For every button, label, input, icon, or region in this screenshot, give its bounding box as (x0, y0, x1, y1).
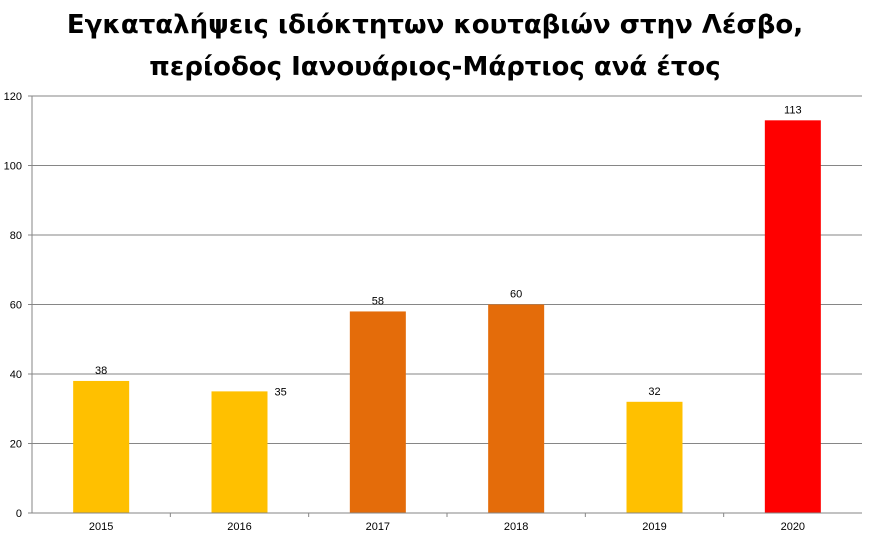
x-tick-label-2015: 2015 (89, 521, 113, 533)
data-label-2016: 35 (275, 386, 287, 398)
y-tick-label: 80 (10, 230, 22, 242)
chart-title: Εγκαταλήψεις ιδιόκτητων κουταβιών στην Λ… (0, 4, 870, 88)
data-label-2020: 113 (784, 104, 802, 116)
y-tick-label: 0 (16, 508, 22, 520)
x-tick-label-2017: 2017 (366, 521, 390, 533)
y-tick-label: 60 (10, 300, 22, 312)
x-tick-label-2020: 2020 (781, 521, 805, 533)
data-labels: 38 35 58 60 32 113 (95, 104, 802, 398)
bars (73, 120, 821, 513)
x-tick-label-2016: 2016 (227, 521, 251, 533)
data-label-2015: 38 (95, 365, 107, 377)
data-label-2019: 32 (648, 386, 660, 398)
chart-title-line-2: περίοδος Ιανουάριος-Μάρτιος ανά έτος (149, 52, 721, 82)
bar-2017 (349, 311, 406, 513)
x-tick-label-2018: 2018 (504, 521, 528, 533)
data-label-2018: 60 (510, 289, 522, 301)
data-label-2017: 58 (372, 295, 384, 307)
x-tick-label-2019: 2019 (642, 521, 666, 533)
bar-2015 (73, 380, 130, 513)
y-tick-label: 40 (10, 369, 22, 381)
y-tick-label: 20 (10, 439, 22, 451)
x-axis: 2015 2016 2017 2018 2019 2020 (32, 512, 862, 533)
y-tick-label: 120 (4, 91, 22, 103)
gridlines (32, 95, 862, 444)
bar-2019 (626, 401, 683, 513)
bar-2020 (764, 120, 821, 513)
chart-title-line-1: Εγκαταλήψεις ιδιόκτητων κουταβιών στην Λ… (66, 10, 804, 40)
bar-2016 (211, 391, 268, 513)
y-axis: 0 20 40 60 80 100 120 (4, 91, 33, 520)
y-tick-label: 100 (4, 161, 22, 173)
bar-2018 (488, 304, 545, 513)
